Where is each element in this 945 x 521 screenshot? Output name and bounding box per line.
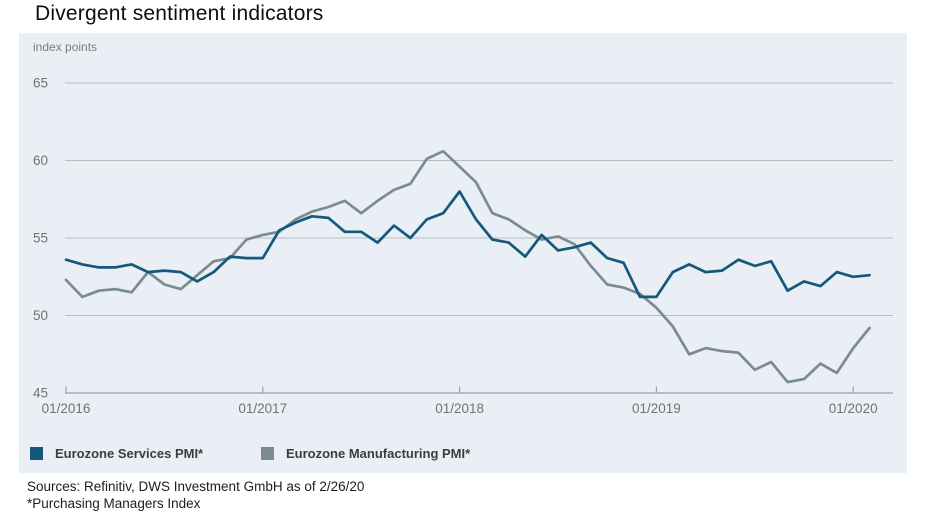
y-tick-label: 65 <box>33 76 48 91</box>
footnote-text: *Purchasing Managers Index <box>27 496 201 511</box>
x-tick-label: 01/2020 <box>829 401 878 416</box>
sources-text: Sources: Refinitiv, DWS Investment GmbH … <box>27 479 365 494</box>
y-axis-unit-label: index points <box>33 40 98 54</box>
y-tick-label: 45 <box>33 386 48 401</box>
x-tick-label: 01/2019 <box>632 401 681 416</box>
series-line-services <box>64 190 871 299</box>
chart-footer: Sources: Refinitiv, DWS Investment GmbH … <box>27 478 364 512</box>
legend-swatch-icon <box>261 447 274 460</box>
legend-label: Eurozone Manufacturing PMI* <box>286 446 471 461</box>
x-tick-label: 01/2016 <box>42 401 91 416</box>
page-title: Divergent sentiment indicators <box>35 2 324 25</box>
y-tick-label: 50 <box>33 308 48 323</box>
legend-item: Eurozone Manufacturing PMI* <box>261 446 470 461</box>
chart-panel: index points 65 60 55 50 45 01/2016 01/2017 01/… <box>19 33 907 473</box>
legend-swatch-icon <box>30 447 43 460</box>
y-tick-label: 55 <box>33 231 48 246</box>
y-tick-label: 60 <box>33 153 48 168</box>
series-line-manufacturing <box>64 149 871 384</box>
x-tick-label: 01/2018 <box>435 401 484 416</box>
legend-label: Eurozone Services PMI* <box>55 446 204 461</box>
x-tick-label: 01/2017 <box>238 401 287 416</box>
legend-item: Eurozone Services PMI* <box>30 446 203 461</box>
